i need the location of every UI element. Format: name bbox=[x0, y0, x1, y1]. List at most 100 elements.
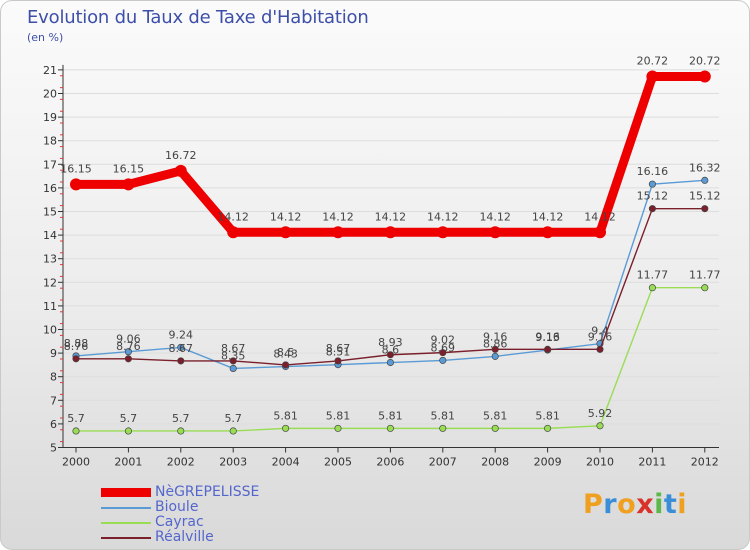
data-label: 8.5 bbox=[277, 346, 295, 359]
data-label: 14.12 bbox=[532, 210, 564, 223]
y-tick-label: 21 bbox=[43, 64, 57, 77]
legend-item: Cayrac bbox=[101, 515, 259, 530]
y-tick-label: 5 bbox=[50, 442, 57, 455]
legend-label: Cayrac bbox=[155, 514, 204, 530]
data-label: 16.15 bbox=[113, 162, 145, 175]
data-label: 8.43 bbox=[273, 348, 298, 361]
data-label: 9.24 bbox=[169, 328, 194, 341]
data-label: 5.81 bbox=[431, 409, 456, 422]
x-tick-label: 2006 bbox=[376, 456, 404, 469]
data-label: 16.16 bbox=[637, 165, 669, 178]
legend-label: Réalville bbox=[155, 529, 214, 545]
data-label: 8.76 bbox=[64, 340, 89, 353]
x-tick-label: 2007 bbox=[429, 456, 457, 469]
data-label: 8.67 bbox=[169, 342, 194, 355]
data-label: 5.7 bbox=[224, 412, 242, 425]
data-label: 9.16 bbox=[535, 330, 560, 343]
data-point bbox=[701, 205, 709, 213]
y-tick-label: 7 bbox=[50, 394, 57, 407]
data-point bbox=[439, 349, 447, 357]
data-point bbox=[544, 345, 552, 353]
x-tick-label: 2010 bbox=[586, 456, 614, 469]
data-label: 9.06 bbox=[116, 333, 141, 346]
data-point bbox=[386, 358, 394, 367]
data-label: 20.72 bbox=[637, 55, 669, 68]
data-point bbox=[124, 355, 132, 363]
data-label: 15.12 bbox=[689, 190, 721, 203]
data-point bbox=[648, 205, 656, 213]
data-point bbox=[229, 357, 237, 365]
legend-label: NèGREPELISSE bbox=[155, 484, 260, 500]
data-label: 14.12 bbox=[584, 210, 616, 223]
data-point bbox=[436, 226, 449, 239]
data-label: 16.15 bbox=[60, 162, 92, 175]
y-tick-label: 17 bbox=[43, 158, 57, 171]
data-point bbox=[227, 226, 240, 239]
data-label: 9.02 bbox=[431, 334, 456, 347]
x-tick-label: 2005 bbox=[324, 456, 352, 469]
data-point bbox=[174, 164, 187, 177]
data-label: 9.4 bbox=[591, 325, 609, 338]
data-point bbox=[332, 226, 344, 239]
data-point bbox=[124, 348, 132, 356]
data-point bbox=[596, 422, 604, 430]
legend-swatch bbox=[101, 488, 151, 497]
data-point bbox=[646, 70, 659, 83]
data-label: 8.51 bbox=[326, 346, 351, 359]
data-point bbox=[386, 424, 394, 432]
y-tick-label: 15 bbox=[43, 206, 57, 219]
data-point bbox=[541, 226, 554, 239]
legend-item: Bioule bbox=[101, 500, 259, 515]
data-point bbox=[648, 180, 656, 188]
y-tick-label: 16 bbox=[43, 182, 57, 195]
data-point bbox=[279, 226, 292, 239]
data-point bbox=[701, 284, 709, 292]
x-tick-label: 2001 bbox=[114, 456, 142, 469]
data-label: 5.7 bbox=[67, 412, 85, 425]
line-chart: 5 6 7 8 9 10 11 12 13 14 15 16 17 18 19 20 21 2000 2001 200… bbox=[43, 55, 721, 469]
data-point bbox=[386, 351, 394, 359]
y-tick-label: 18 bbox=[43, 135, 57, 148]
data-label: 8.6 bbox=[382, 344, 400, 357]
data-point bbox=[282, 361, 290, 369]
data-point bbox=[701, 176, 709, 184]
chart-legend: NèGREPELISSE Bioule Cayrac Réalville bbox=[101, 485, 259, 545]
data-point bbox=[491, 345, 499, 353]
data-label: 9.16 bbox=[483, 330, 508, 343]
data-point bbox=[698, 70, 711, 83]
data-point bbox=[384, 226, 397, 239]
legend-item: NèGREPELISSE bbox=[101, 485, 259, 500]
data-point bbox=[489, 226, 502, 239]
data-label: 5.92 bbox=[588, 407, 613, 420]
legend-label: Bioule bbox=[155, 499, 199, 515]
x-tick-label: 2012 bbox=[691, 456, 719, 469]
y-tick-label: 6 bbox=[50, 418, 57, 431]
data-point bbox=[177, 357, 185, 365]
data-point bbox=[70, 178, 82, 191]
data-point bbox=[491, 352, 499, 360]
x-tick-label: 2011 bbox=[638, 456, 666, 469]
data-label: 16.72 bbox=[165, 149, 197, 162]
legend-swatch bbox=[101, 536, 151, 539]
data-label: 20.72 bbox=[689, 55, 721, 68]
data-point bbox=[122, 178, 135, 191]
data-point bbox=[439, 356, 447, 364]
data-point bbox=[229, 427, 237, 435]
chart-unit-label: (en %) bbox=[27, 31, 64, 44]
proxiti-logo: Proxiti bbox=[583, 489, 688, 520]
data-point bbox=[72, 427, 80, 435]
data-point bbox=[544, 424, 552, 432]
data-label: 5.81 bbox=[535, 409, 560, 422]
data-label: 8.93 bbox=[378, 336, 403, 349]
data-label: 5.7 bbox=[120, 412, 138, 425]
data-label: 9.13 bbox=[535, 331, 560, 344]
data-point bbox=[229, 364, 237, 372]
legend-swatch bbox=[101, 521, 151, 524]
data-point bbox=[334, 357, 342, 365]
data-point bbox=[596, 345, 604, 353]
data-label: 5.81 bbox=[378, 409, 403, 422]
data-point bbox=[124, 427, 132, 435]
data-label: 11.77 bbox=[637, 269, 669, 282]
data-point bbox=[594, 226, 606, 239]
